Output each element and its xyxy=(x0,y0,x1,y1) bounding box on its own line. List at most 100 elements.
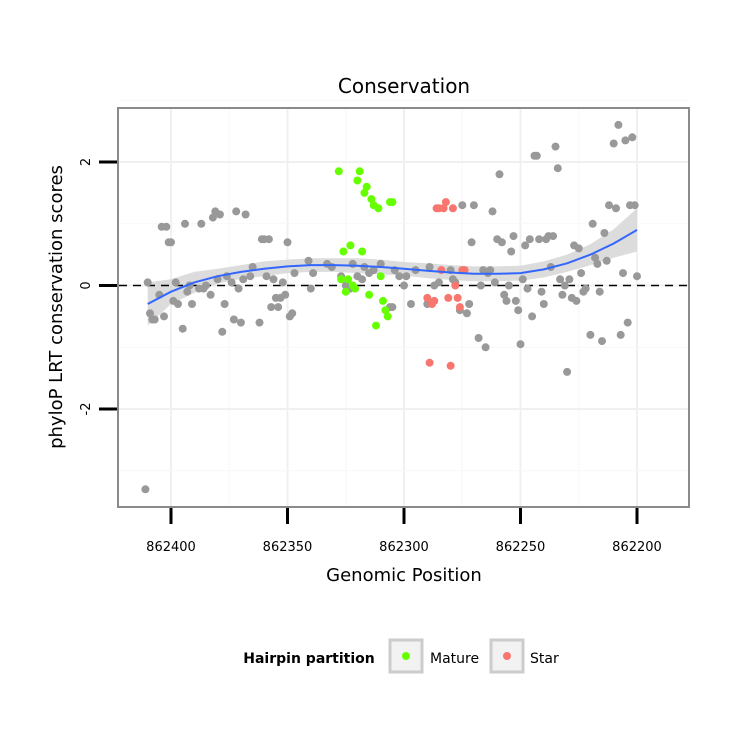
series-other xyxy=(141,120,641,494)
smooth-line xyxy=(147,229,638,305)
y-tick-label: 0 xyxy=(79,281,94,289)
point-other xyxy=(476,281,485,290)
point-other xyxy=(474,334,483,342)
point-other xyxy=(234,284,243,293)
point-other xyxy=(481,343,490,352)
point-other xyxy=(143,278,152,287)
point-other xyxy=(183,287,192,296)
point-other xyxy=(246,272,255,281)
point-mature xyxy=(346,241,355,250)
point-other xyxy=(395,272,404,281)
point-star xyxy=(455,303,464,312)
point-other xyxy=(565,275,574,284)
point-other xyxy=(267,303,276,312)
point-star xyxy=(423,293,432,302)
series-mature xyxy=(334,167,397,330)
point-mature xyxy=(355,167,364,176)
point-other xyxy=(553,164,562,173)
point-mature xyxy=(376,272,385,281)
point-star xyxy=(425,358,434,367)
point-other xyxy=(509,232,518,241)
point-other xyxy=(602,256,611,265)
point-other xyxy=(518,275,527,284)
legend-label-star: Star xyxy=(530,651,559,667)
point-other xyxy=(141,485,150,494)
point-other xyxy=(425,263,434,271)
point-mature xyxy=(341,287,350,296)
point-other xyxy=(171,278,180,287)
point-other xyxy=(586,330,595,339)
smooth-curve xyxy=(147,229,638,305)
point-other xyxy=(434,278,443,287)
y-tick-label: 2 xyxy=(79,158,94,166)
point-mature xyxy=(388,198,397,207)
x-tick-label: 862250 xyxy=(496,540,546,555)
point-other xyxy=(502,296,511,305)
legend: Hairpin partition Mature Star xyxy=(243,638,559,674)
point-other xyxy=(523,284,532,293)
point-mature xyxy=(367,195,376,204)
point-other xyxy=(600,229,609,237)
point-other xyxy=(288,309,297,318)
x-tick-label: 862200 xyxy=(612,540,662,555)
point-star xyxy=(439,204,448,213)
point-mature xyxy=(362,182,371,191)
point-other xyxy=(281,290,290,299)
point-other xyxy=(388,303,397,312)
point-other xyxy=(525,235,534,244)
point-other xyxy=(572,296,581,305)
y-axis-label: phyloP LRT conservation scores xyxy=(46,165,67,449)
point-other xyxy=(274,303,283,312)
point-other xyxy=(577,269,586,278)
point-other xyxy=(197,219,206,228)
point-other xyxy=(201,281,210,290)
point-other xyxy=(290,269,299,278)
data-points xyxy=(141,120,641,494)
point-other xyxy=(218,327,227,336)
legend-title: Hairpin partition xyxy=(243,651,374,667)
point-other xyxy=(239,275,248,284)
x-tick-label: 862300 xyxy=(379,540,429,555)
point-other xyxy=(621,136,630,145)
point-mature xyxy=(365,290,374,299)
point-other xyxy=(563,367,572,376)
point-other xyxy=(598,337,606,346)
point-other xyxy=(560,281,569,290)
point-other xyxy=(490,278,499,287)
point-other xyxy=(407,300,415,308)
point-star xyxy=(451,281,460,290)
point-other xyxy=(181,219,189,228)
point-other xyxy=(462,309,471,318)
point-mature xyxy=(351,284,360,293)
point-other xyxy=(507,247,516,256)
point-other xyxy=(167,238,175,247)
point-other xyxy=(309,269,318,278)
point-star xyxy=(453,293,462,302)
point-other xyxy=(556,275,565,284)
point-mature xyxy=(334,167,343,176)
point-other xyxy=(486,266,495,275)
point-other xyxy=(591,253,600,262)
legend-marker-mature xyxy=(402,652,410,660)
point-other xyxy=(593,259,602,268)
x-tick-label: 862400 xyxy=(146,540,196,555)
point-other xyxy=(588,219,597,228)
point-other xyxy=(306,284,315,293)
point-other xyxy=(255,318,264,327)
point-star xyxy=(430,296,439,305)
point-other xyxy=(514,306,523,315)
point-other xyxy=(220,300,229,308)
point-mature xyxy=(383,312,392,321)
point-other xyxy=(539,300,548,308)
point-other xyxy=(206,290,215,299)
point-other xyxy=(574,244,583,253)
point-other xyxy=(511,296,520,305)
point-other xyxy=(595,287,604,296)
point-other xyxy=(612,204,620,213)
point-other xyxy=(616,330,625,339)
point-other xyxy=(623,318,632,327)
point-other xyxy=(160,312,168,321)
point-other xyxy=(150,315,159,324)
legend-item-star: Star xyxy=(489,638,559,674)
point-other xyxy=(614,120,623,129)
